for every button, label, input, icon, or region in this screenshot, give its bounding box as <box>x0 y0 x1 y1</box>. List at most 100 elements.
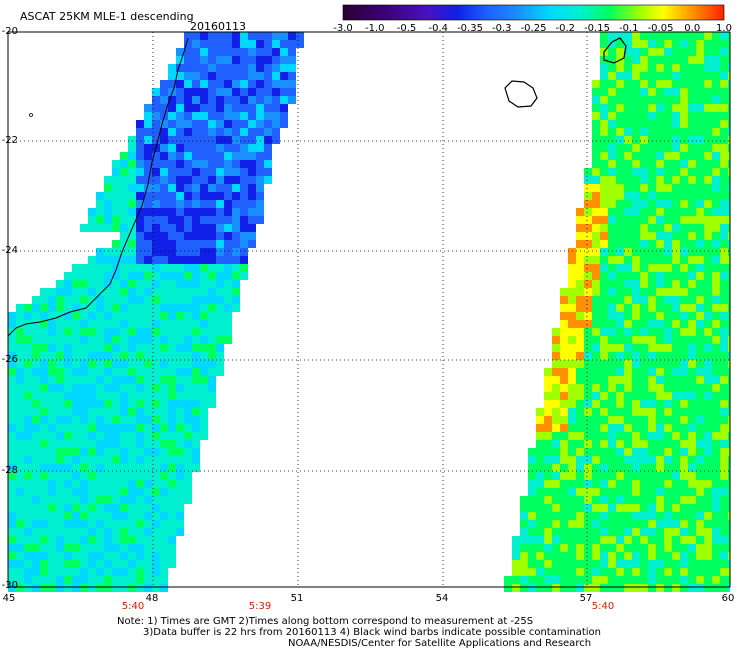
swath-pixel <box>648 424 656 432</box>
swath-pixel <box>176 512 184 520</box>
swath-pixel <box>152 416 160 424</box>
swath-pixel <box>632 152 640 160</box>
swath-pixel <box>568 344 576 352</box>
swath-pixel <box>144 160 152 168</box>
swath-pixel <box>224 152 232 160</box>
swath-pixel <box>560 528 568 536</box>
swath-pixel <box>600 64 608 72</box>
swath-pixel <box>144 448 152 456</box>
swath-pixel <box>48 480 56 488</box>
swath-pixel <box>616 168 624 176</box>
swath-pixel <box>656 160 664 168</box>
swath-pixel <box>568 360 576 368</box>
swath-pixel <box>248 128 256 136</box>
swath-pixel <box>176 152 184 160</box>
swath-pixel <box>584 528 592 536</box>
swath-pixel <box>624 56 632 64</box>
swath-pixel <box>216 256 224 264</box>
swath-pixel <box>704 432 712 440</box>
swath-pixel <box>176 280 184 288</box>
swath-pixel <box>152 176 160 184</box>
swath-pixel <box>688 552 696 560</box>
swath-pixel <box>72 320 80 328</box>
swath-pixel <box>232 184 240 192</box>
swath-pixel <box>200 120 208 128</box>
swath-pixel <box>168 312 176 320</box>
swath-pixel <box>568 256 576 264</box>
swath-pixel <box>128 160 136 168</box>
swath-pixel <box>24 384 32 392</box>
swath-pixel <box>80 432 88 440</box>
swath-pixel <box>680 288 688 296</box>
swath-pixel <box>208 320 216 328</box>
swath-pixel <box>72 480 80 488</box>
swath-pixel <box>672 528 680 536</box>
swath-pixel <box>224 64 232 72</box>
swath-pixel <box>96 488 104 496</box>
swath-pixel <box>160 88 168 96</box>
swath-pixel <box>704 80 712 88</box>
swath-pixel <box>712 424 720 432</box>
swath-pixel <box>200 272 208 280</box>
swath-pixel <box>8 416 16 424</box>
swath-pixel <box>112 288 120 296</box>
swath-pixel <box>80 288 88 296</box>
swath-pixel <box>104 192 112 200</box>
swath-pixel <box>728 48 730 56</box>
swath-pixel <box>216 352 224 360</box>
swath-pixel <box>688 208 696 216</box>
swath-pixel <box>168 216 176 224</box>
swath-pixel <box>64 568 72 576</box>
swath-pixel <box>648 128 656 136</box>
swath-pixel <box>64 416 72 424</box>
swath-pixel <box>152 208 160 216</box>
lat-label: -28 <box>1 465 18 476</box>
swath-pixel <box>40 576 48 584</box>
swath-pixel <box>640 568 648 576</box>
swath-pixel <box>240 256 248 264</box>
swath-pixel <box>728 192 730 200</box>
swath-pixel <box>592 216 600 224</box>
swath-pixel <box>136 512 144 520</box>
swath-pixel <box>288 96 296 104</box>
swath-pixel <box>128 408 136 416</box>
swath-pixel <box>720 80 728 88</box>
swath-pixel <box>256 32 264 40</box>
swath-pixel <box>616 136 624 144</box>
swath-pixel <box>264 72 272 80</box>
swath-pixel <box>640 128 648 136</box>
swath-pixel <box>720 328 728 336</box>
swath-pixel <box>40 440 48 448</box>
swath-pixel <box>184 112 192 120</box>
swath-pixel <box>184 120 192 128</box>
swath-pixel <box>680 408 688 416</box>
swath-pixel <box>40 400 48 408</box>
swath-pixel <box>144 304 152 312</box>
swath-pixel <box>696 448 704 456</box>
swath-pixel <box>696 576 704 584</box>
swath-pixel <box>696 240 704 248</box>
swath-pixel <box>104 184 112 192</box>
swath-pixel <box>552 424 560 432</box>
swath-pixel <box>248 224 256 232</box>
swath-pixel <box>176 272 184 280</box>
swath-pixel <box>680 160 688 168</box>
swath-pixel <box>624 168 632 176</box>
swath-pixel <box>48 304 56 312</box>
swath-pixel <box>592 280 600 288</box>
swath-pixel <box>680 216 688 224</box>
swath-pixel <box>632 480 640 488</box>
swath-pixel <box>168 528 176 536</box>
swath-pixel <box>672 352 680 360</box>
swath-pixel <box>160 104 168 112</box>
swath-pixel <box>8 448 16 456</box>
swath-pixel <box>536 584 544 592</box>
swath-pixel <box>632 440 640 448</box>
swath-pixel <box>128 560 136 568</box>
swath-pixel <box>560 568 568 576</box>
swath-pixel <box>616 384 624 392</box>
swath-pixel <box>176 480 184 488</box>
swath-pixel <box>208 344 216 352</box>
swath-pixel <box>112 352 120 360</box>
